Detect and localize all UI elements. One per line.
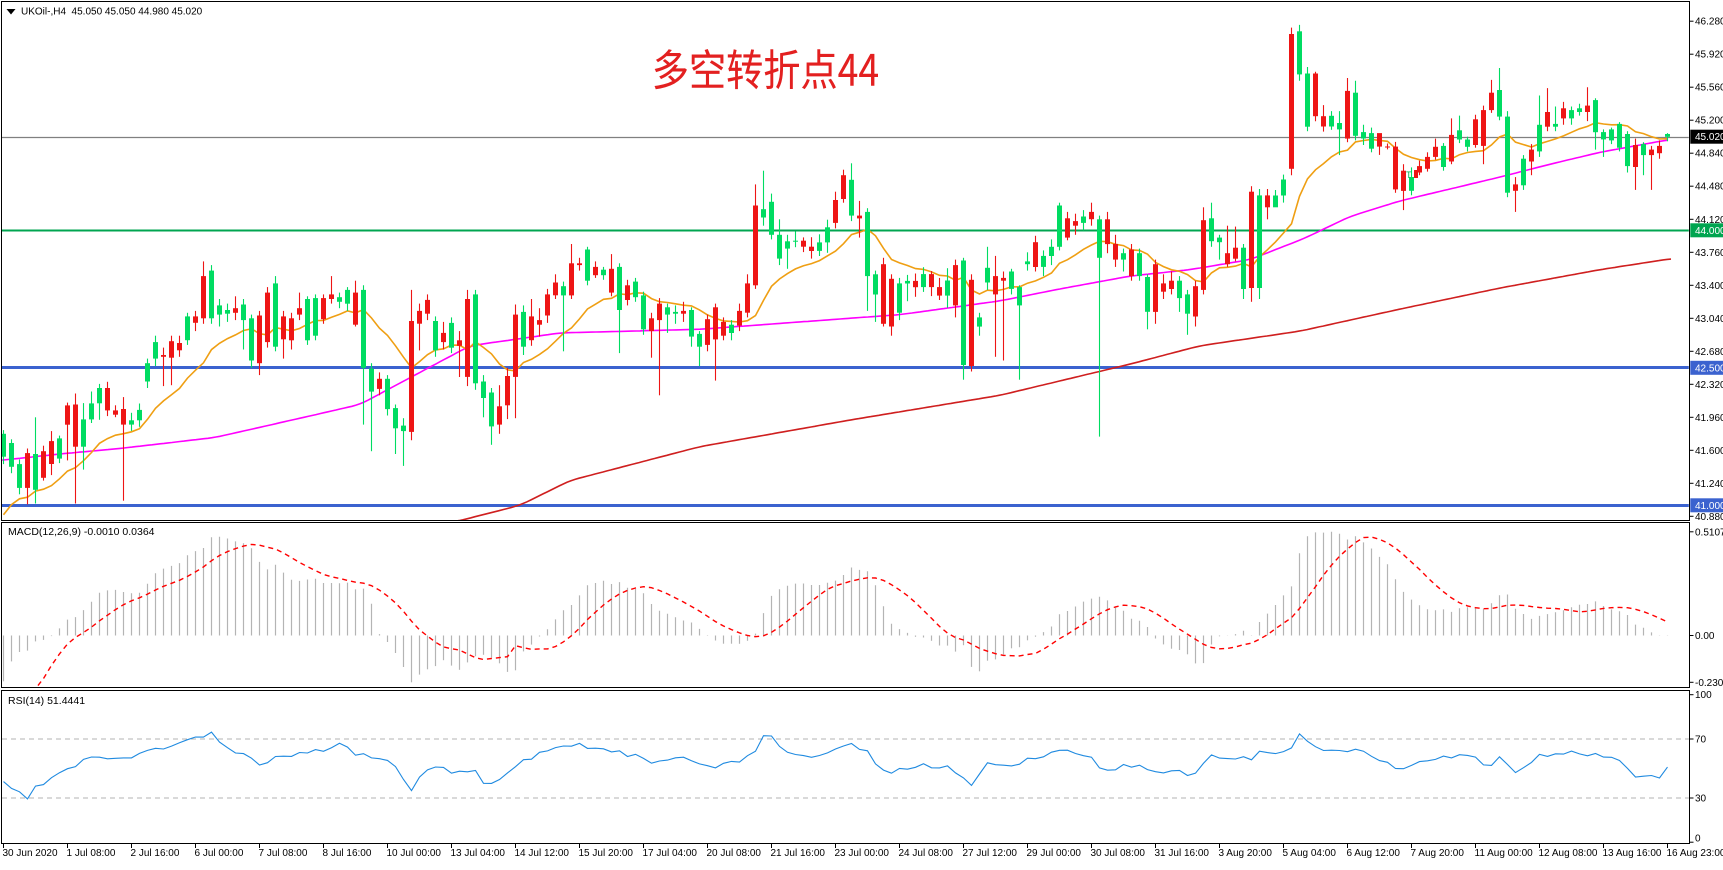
svg-text:30 Jun 2020: 30 Jun 2020: [3, 848, 58, 859]
svg-text:10 Jul 00:00: 10 Jul 00:00: [387, 848, 442, 859]
svg-text:31 Jul 16:00: 31 Jul 16:00: [1155, 848, 1210, 859]
svg-text:41.240: 41.240: [1695, 479, 1723, 490]
svg-text:6 Jul 00:00: 6 Jul 00:00: [195, 848, 244, 859]
svg-text:7 Aug 20:00: 7 Aug 20:00: [1411, 848, 1465, 859]
svg-text:23 Jul 00:00: 23 Jul 00:00: [835, 848, 890, 859]
svg-text:41.600: 41.600: [1695, 446, 1723, 457]
svg-text:43.040: 43.040: [1695, 314, 1723, 325]
svg-text:7 Jul 08:00: 7 Jul 08:00: [259, 848, 308, 859]
svg-text:21 Jul 16:00: 21 Jul 16:00: [771, 848, 826, 859]
svg-text:RSI(14) 51.4441: RSI(14) 51.4441: [8, 695, 85, 707]
svg-text:-0.2303: -0.2303: [1695, 678, 1723, 689]
svg-text:27 Jul 12:00: 27 Jul 12:00: [963, 848, 1018, 859]
svg-text:15 Jul 20:00: 15 Jul 20:00: [579, 848, 634, 859]
svg-text:6 Aug 12:00: 6 Aug 12:00: [1347, 848, 1401, 859]
svg-text:45.200: 45.200: [1695, 116, 1723, 127]
svg-text:16 Aug 23:00: 16 Aug 23:00: [1667, 848, 1723, 859]
svg-text:8 Jul 16:00: 8 Jul 16:00: [323, 848, 372, 859]
svg-text:41.960: 41.960: [1695, 413, 1723, 424]
svg-text:29 Jul 00:00: 29 Jul 00:00: [1027, 848, 1082, 859]
svg-text:20 Jul 08:00: 20 Jul 08:00: [707, 848, 762, 859]
svg-text:43.400: 43.400: [1695, 281, 1723, 292]
svg-text:11 Aug 00:00: 11 Aug 00:00: [1475, 848, 1534, 859]
svg-text:42.320: 42.320: [1695, 380, 1723, 391]
svg-text:5 Aug 04:00: 5 Aug 04:00: [1283, 848, 1337, 859]
svg-text:70: 70: [1695, 735, 1707, 746]
svg-text:44.480: 44.480: [1695, 182, 1723, 193]
svg-text:17 Jul 04:00: 17 Jul 04:00: [643, 848, 698, 859]
svg-text:13 Jul 04:00: 13 Jul 04:00: [451, 848, 506, 859]
svg-text:30 Jul 08:00: 30 Jul 08:00: [1091, 848, 1146, 859]
svg-text:42.680: 42.680: [1695, 347, 1723, 358]
svg-text:0.00: 0.00: [1695, 631, 1715, 642]
svg-text:100: 100: [1695, 690, 1712, 701]
svg-text:12 Aug 08:00: 12 Aug 08:00: [1539, 848, 1598, 859]
svg-text:MACD(12,26,9) -0.0010 0.0364: MACD(12,26,9) -0.0010 0.0364: [8, 526, 155, 538]
svg-text:2 Jul 16:00: 2 Jul 16:00: [131, 848, 180, 859]
svg-text:UKOil-,H4 45.050 45.050 44.98: UKOil-,H4 45.050 45.050 44.980 45.020: [21, 7, 203, 18]
svg-text:3 Aug 20:00: 3 Aug 20:00: [1219, 848, 1273, 859]
svg-text:45.560: 45.560: [1695, 83, 1723, 94]
svg-text:43.760: 43.760: [1695, 248, 1723, 259]
svg-text:44.840: 44.840: [1695, 149, 1723, 160]
svg-text:T: T: [1406, 170, 1412, 180]
svg-text:13 Aug 16:00: 13 Aug 16:00: [1603, 848, 1662, 859]
svg-text:1 Jul 08:00: 1 Jul 08:00: [67, 848, 116, 859]
svg-text:40.880: 40.880: [1695, 512, 1723, 523]
svg-text:0.5107: 0.5107: [1695, 527, 1723, 538]
svg-text:24 Jul 08:00: 24 Jul 08:00: [899, 848, 954, 859]
svg-text:41.000: 41.000: [1695, 501, 1723, 512]
svg-text:42.500: 42.500: [1695, 363, 1723, 374]
svg-text:46.280: 46.280: [1695, 17, 1723, 28]
svg-text:14 Jul 12:00: 14 Jul 12:00: [515, 848, 570, 859]
svg-text:45.020: 45.020: [1695, 132, 1723, 143]
svg-text:45.920: 45.920: [1695, 50, 1723, 61]
svg-text:0: 0: [1695, 834, 1701, 845]
svg-text:44.000: 44.000: [1695, 226, 1723, 237]
svg-text:30: 30: [1695, 794, 1707, 805]
